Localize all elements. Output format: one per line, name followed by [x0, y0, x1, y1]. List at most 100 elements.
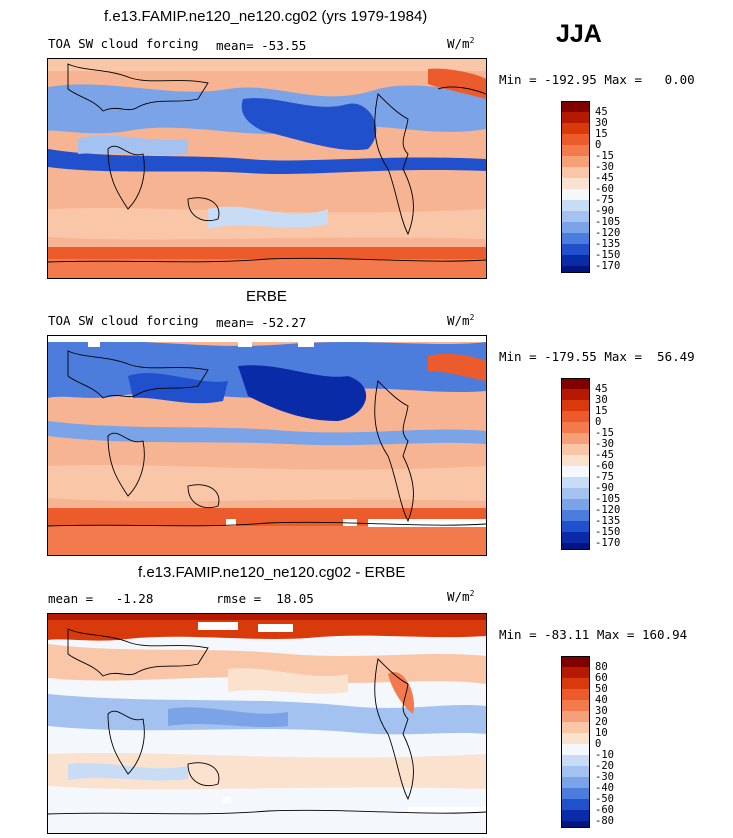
- panel2-cb-label-4: 0: [595, 416, 602, 428]
- panel3-cb-label-4: 40: [595, 694, 608, 706]
- panel3-cb-box-16: [561, 821, 590, 828]
- panel2-cb-box-1: [561, 378, 590, 389]
- panel3-cb-label-9: -10: [595, 749, 614, 761]
- panel1-cb-box-6: [561, 156, 590, 167]
- panel3-title: f.e13.FAMIP.ne120_ne120.cg02 - ERBE: [138, 564, 406, 581]
- panel1-cb-label-13: -135: [595, 238, 621, 250]
- panel3-units-text: W/m: [447, 589, 470, 605]
- panel2-cb-label-3: 15: [595, 405, 608, 417]
- panel3-cb-box-5: [561, 700, 590, 711]
- panel2-units: W/m2: [447, 313, 474, 328]
- panel3-rmse-label: rmse = 18.05: [216, 591, 314, 606]
- panel2-cb-box-8: [561, 455, 590, 466]
- panel2-cb-box-10: [561, 477, 590, 488]
- panel3-cb-box-7: [561, 722, 590, 733]
- panel3-cb-label-10: -20: [595, 760, 614, 772]
- panel1-units-text: W/m: [447, 36, 470, 52]
- panel2-cb-box-3: [561, 400, 590, 411]
- panel2-title: ERBE: [246, 288, 287, 305]
- panel3-cb-label-2: 60: [595, 672, 608, 684]
- panel3-cb-box-13: [561, 788, 590, 799]
- panel3-cb-label-11: -30: [595, 771, 614, 783]
- panel1-cb-label-1: 45: [595, 106, 608, 118]
- panel1-cb-label-8: -60: [595, 183, 614, 195]
- panel2-cb-box-12: [561, 499, 590, 510]
- panel1-cb-box-12: [561, 222, 590, 233]
- panel3-cb-label-14: -60: [595, 804, 614, 816]
- panel1-units-sup: 2: [469, 36, 475, 45]
- panel1-minmax: Min = -192.95 Max = 0.00: [499, 72, 695, 87]
- panel1-cb-label-7: -45: [595, 172, 614, 184]
- panel1-cb-label-10: -90: [595, 205, 614, 217]
- panel2-cb-label-12: -120: [595, 504, 621, 516]
- panel3-cb-label-3: 50: [595, 683, 608, 695]
- panel1-cb-label-9: -75: [595, 194, 614, 206]
- panel3-cb-label-6: 20: [595, 716, 608, 728]
- panel1-cb-box-4: [561, 134, 590, 145]
- panel3-cb-label-7: 10: [595, 727, 608, 739]
- panel3-cb-box-15: [561, 810, 590, 821]
- panel2-cb-box-7: [561, 444, 590, 455]
- panel3-units-sup: 2: [469, 589, 475, 598]
- panel2-map: [47, 335, 487, 556]
- panel2-cb-label-9: -75: [595, 471, 614, 483]
- panel1-cb-label-5: -15: [595, 150, 614, 162]
- panel3-cb-box-6: [561, 711, 590, 722]
- panel1-cb-box-16: [561, 266, 590, 273]
- panel3-cb-label-1: 80: [595, 661, 608, 673]
- panel3-map: [47, 613, 487, 834]
- panel1-cb-box-14: [561, 244, 590, 255]
- panel2-cb-label-10: -90: [595, 482, 614, 494]
- panel2-cb-box-6: [561, 433, 590, 444]
- panel3-cb-label-15: -80: [595, 815, 614, 827]
- panel1-cb-box-11: [561, 211, 590, 222]
- panel1-cb-label-11: -105: [595, 216, 621, 228]
- season-label: JJA: [556, 20, 602, 48]
- panel2-cb-box-14: [561, 521, 590, 532]
- panel1-cb-box-2: [561, 112, 590, 123]
- panel2-cb-box-5: [561, 422, 590, 433]
- panel1-cb-box-13: [561, 233, 590, 244]
- panel2-colorbar: 45 30 15 0 -15 -30 -45 -60 -75 -90 -105 …: [561, 378, 671, 550]
- panel1-cb-box-7: [561, 167, 590, 178]
- panel1-cb-label-15: -170: [595, 260, 621, 272]
- panel3-cb-box-4: [561, 689, 590, 700]
- panel2-cb-label-1: 45: [595, 383, 608, 395]
- panel1-mean-label: mean= -53.55: [216, 38, 307, 53]
- panel1-colorbar: 45 30 15 0 -15 -30 -45 -60 -75 -90 -105 …: [561, 101, 671, 273]
- panel1-cb-box-5: [561, 145, 590, 156]
- panel3-cb-label-5: 30: [595, 705, 608, 717]
- panel2-cb-box-9: [561, 466, 590, 477]
- panel2-cb-label-14: -150: [595, 526, 621, 538]
- panel2-mean-label: mean= -52.27: [216, 315, 307, 330]
- panel1-cb-label-12: -120: [595, 227, 621, 239]
- panel2-cb-label-11: -105: [595, 493, 621, 505]
- panel3-units: W/m2: [447, 589, 474, 604]
- panel3-minmax: Min = -83.11 Max = 160.94: [499, 627, 688, 642]
- panel1-map: [47, 58, 487, 279]
- panel3-mean-label: mean = -1.28: [48, 591, 154, 606]
- panel2-cb-box-2: [561, 389, 590, 400]
- panel3-cb-label-12: -40: [595, 782, 614, 794]
- panel1-cb-box-1: [561, 101, 590, 112]
- panel1-cb-box-10: [561, 200, 590, 211]
- panel1-cb-label-3: 15: [595, 128, 608, 140]
- panel1-units: W/m2: [447, 36, 474, 51]
- panel2-cb-label-13: -135: [595, 515, 621, 527]
- panel1-cb-label-2: 30: [595, 117, 608, 129]
- panel1-cb-box-8: [561, 178, 590, 189]
- panel3-cb-box-3: [561, 678, 590, 689]
- panel2-cb-box-15: [561, 532, 590, 543]
- panel2-units-sup: 2: [469, 313, 475, 322]
- panel2-units-text: W/m: [447, 313, 470, 329]
- panel2-minmax: Min = -179.55 Max = 56.49: [499, 349, 695, 364]
- panel3-cb-box-12: [561, 777, 590, 788]
- panel2-cb-box-4: [561, 411, 590, 422]
- panel1-left-label: TOA SW cloud forcing: [48, 36, 199, 51]
- panel2-cb-label-6: -30: [595, 438, 614, 450]
- panel1-cb-box-15: [561, 255, 590, 266]
- panel1-cb-box-9: [561, 189, 590, 200]
- panel3-cb-box-11: [561, 766, 590, 777]
- panel3-cb-box-2: [561, 667, 590, 678]
- panel2-cb-label-5: -15: [595, 427, 614, 439]
